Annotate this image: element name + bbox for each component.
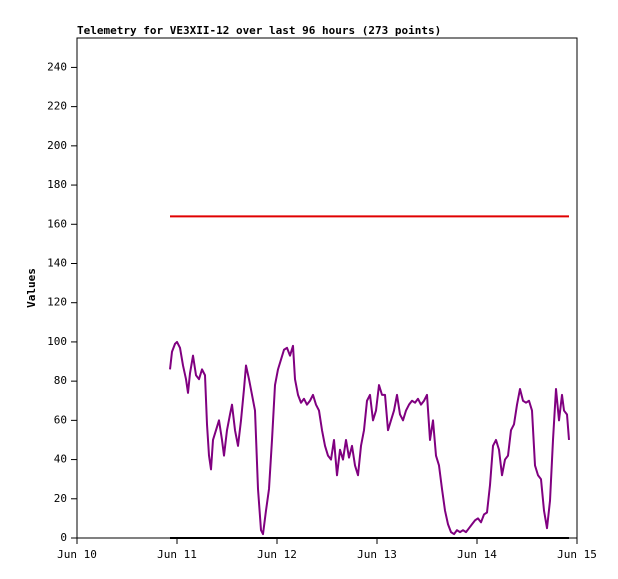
y-tick-label: 80 bbox=[54, 374, 67, 387]
y-tick-label: 180 bbox=[47, 178, 67, 191]
y-tick-label: 40 bbox=[54, 453, 67, 466]
y-tick-label: 200 bbox=[47, 139, 67, 152]
x-tick-label: Jun 13 bbox=[357, 548, 397, 561]
y-tick-label: 140 bbox=[47, 256, 67, 269]
y-tick-label: 60 bbox=[54, 413, 67, 426]
y-tick-label: 100 bbox=[47, 335, 67, 348]
y-tick-label: 220 bbox=[47, 100, 67, 113]
x-tick-label: Jun 14 bbox=[457, 548, 497, 561]
chart-title: Telemetry for VE3XII-12 over last 96 hou… bbox=[77, 24, 441, 37]
x-tick-label: Jun 15 bbox=[557, 548, 597, 561]
data-line bbox=[169, 340, 570, 536]
y-tick-label: 20 bbox=[54, 492, 67, 505]
x-tick-label: Jun 12 bbox=[257, 548, 297, 561]
plot-frame bbox=[76, 37, 578, 539]
x-tick-label: Jun 11 bbox=[157, 548, 197, 561]
y-tick-label: 0 bbox=[60, 531, 67, 544]
x-tick-label: Jun 10 bbox=[57, 548, 97, 561]
y-axis-label: Values bbox=[25, 268, 38, 308]
y-tick-label: 120 bbox=[47, 296, 67, 309]
y-tick-label: 240 bbox=[47, 60, 67, 73]
y-tick-label: 160 bbox=[47, 217, 67, 230]
